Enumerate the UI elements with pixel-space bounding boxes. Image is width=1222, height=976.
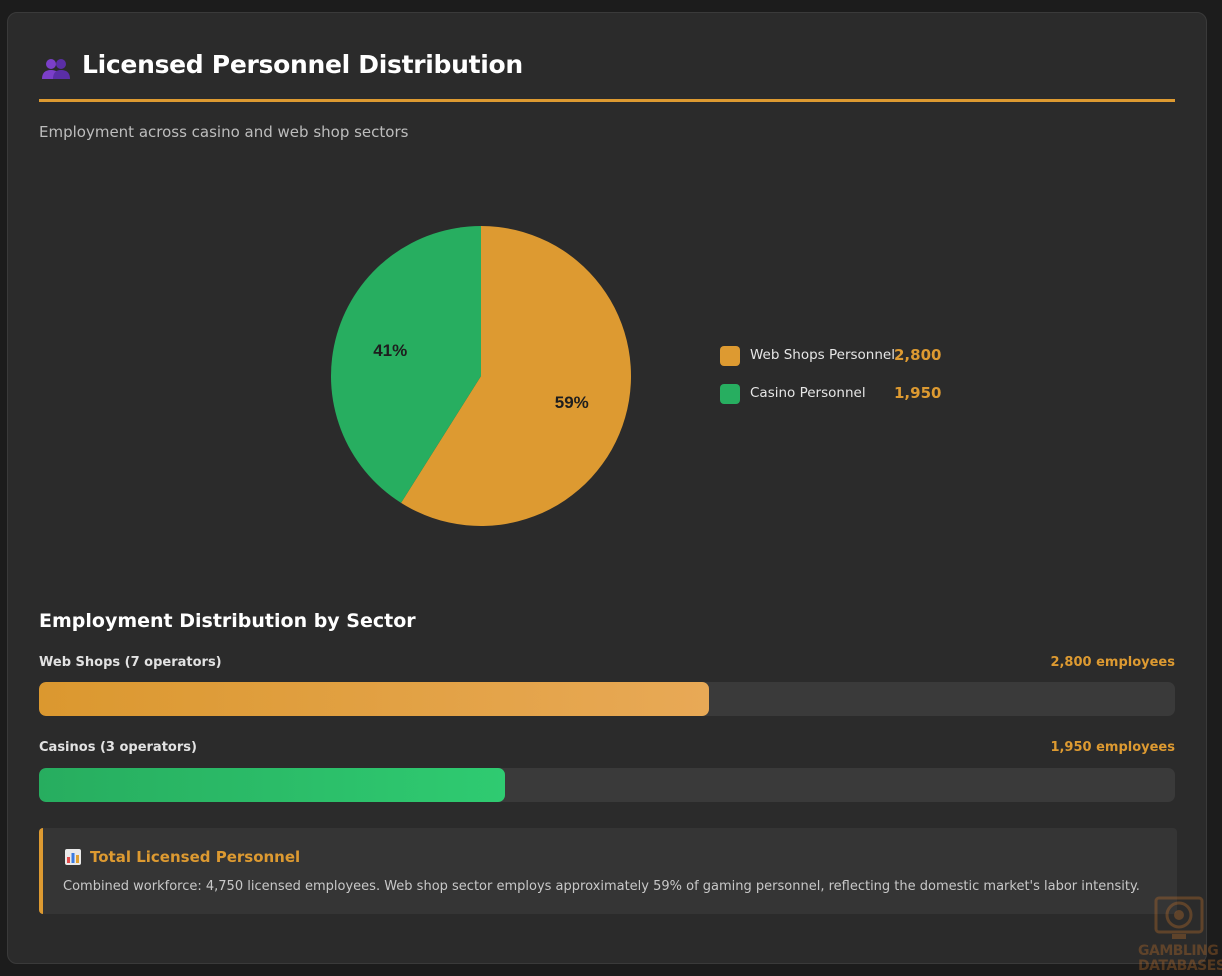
legend-label: Web Shops Personnel xyxy=(750,347,895,363)
bar-label-web-shops: Web Shops (7 operators) xyxy=(39,655,222,670)
page-subtitle: Employment across casino and web shop se… xyxy=(39,123,409,141)
pie-label-casino: 41% xyxy=(373,341,407,360)
bar-value-web-shops: 2,800 employees xyxy=(1050,655,1175,670)
page-title: Licensed Personnel Distribution xyxy=(82,50,523,79)
legend-value: 2,800 xyxy=(894,346,942,364)
bar-track-casinos xyxy=(39,768,1175,802)
legend-swatch-web-shops xyxy=(720,346,740,366)
bar-track-web-shops xyxy=(39,682,1175,716)
watermark-line1: GAMBLING xyxy=(1138,943,1219,959)
legend-label: Casino Personnel xyxy=(750,385,866,401)
pie-slice-casino[interactable] xyxy=(331,226,481,503)
bar-fill-web-shops xyxy=(39,682,709,716)
legend-item-web-shops[interactable]: Web Shops Personnel 2,800 xyxy=(720,346,960,384)
legend-item-casino[interactable]: Casino Personnel 1,950 xyxy=(720,384,960,422)
personnel-card: Licensed Personnel Distribution Employme… xyxy=(7,12,1207,964)
summary-text: Combined workforce: 4,750 licensed emplo… xyxy=(63,879,1140,894)
watermark-logo: GAMBLING DATABASES xyxy=(1136,892,1222,976)
section-title: Employment Distribution by Sector xyxy=(39,610,416,632)
legend-value: 1,950 xyxy=(894,384,942,402)
card-header: Licensed Personnel Distribution xyxy=(39,49,1175,102)
bar-value-casinos: 1,950 employees xyxy=(1050,740,1175,755)
summary-title: Total Licensed Personnel xyxy=(90,848,301,866)
pie-slice-web-shops[interactable] xyxy=(401,226,632,526)
watermark-line2: DATABASES xyxy=(1138,958,1222,974)
bar-fill-casinos xyxy=(39,768,506,802)
pie-legend: Web Shops Personnel 2,800 Casino Personn… xyxy=(720,346,960,422)
casino-chip-icon xyxy=(1154,896,1204,939)
legend-swatch-casino xyxy=(720,384,740,404)
pie-label-web-shops: 59% xyxy=(555,393,589,412)
bar-chart-icon xyxy=(65,849,81,865)
bar-label-casinos: Casinos (3 operators) xyxy=(39,740,197,755)
pie-chart: 59% 41% xyxy=(330,225,632,527)
people-icon xyxy=(42,59,70,79)
summary-box: Total Licensed Personnel Combined workfo… xyxy=(39,828,1177,914)
